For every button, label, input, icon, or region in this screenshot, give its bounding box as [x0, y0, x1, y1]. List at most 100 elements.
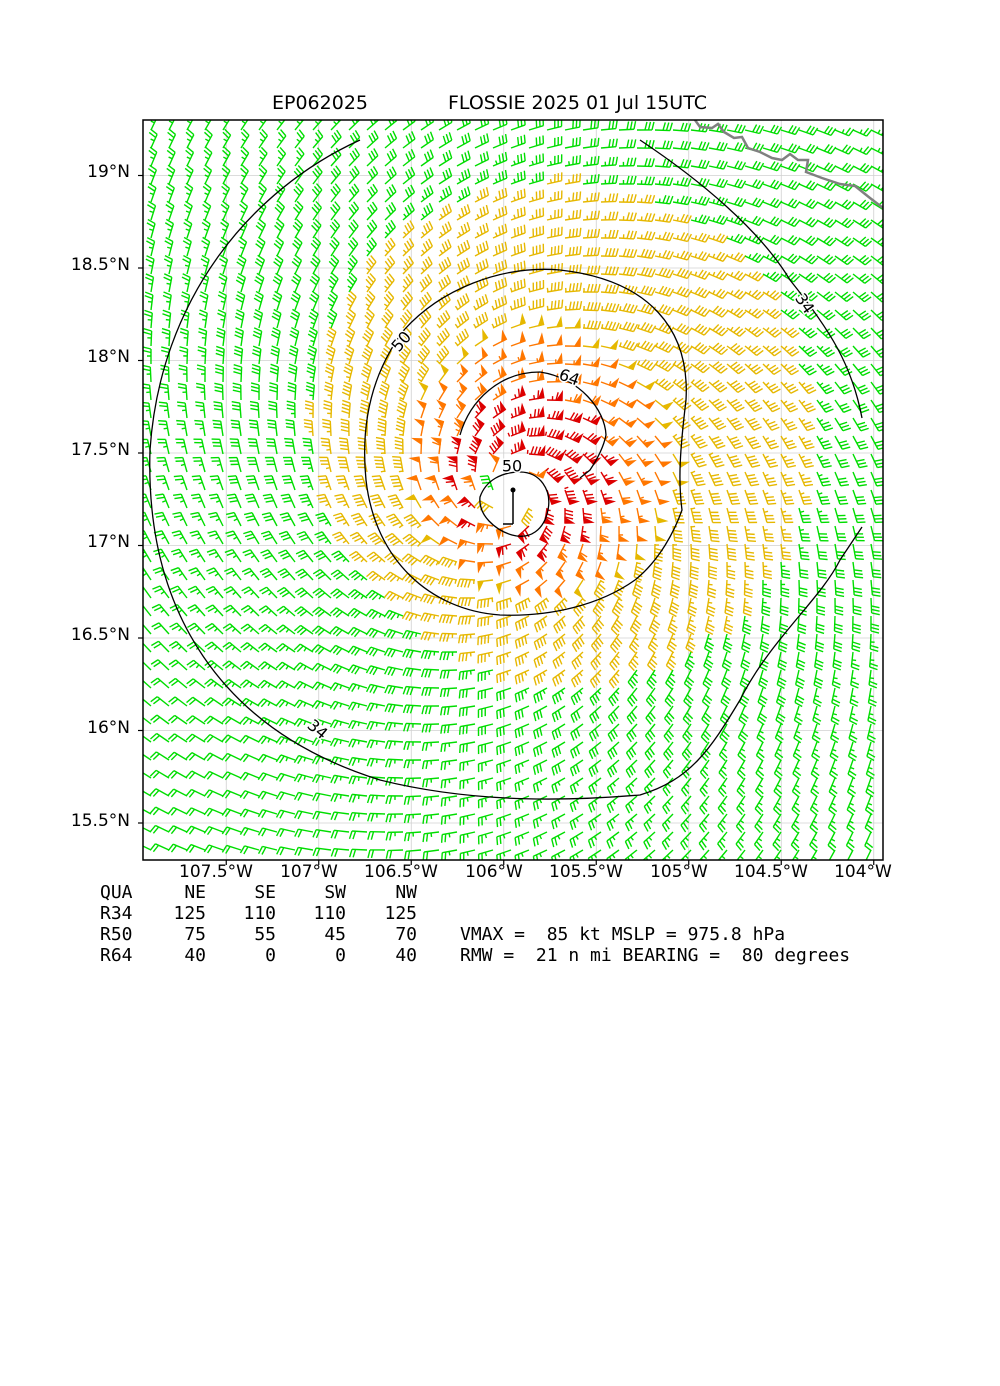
wind-barb — [376, 438, 385, 454]
wind-barb — [349, 721, 367, 729]
wind-barb — [423, 515, 439, 526]
wind-barb — [811, 778, 819, 797]
wind-barb — [645, 724, 655, 742]
wind-barb — [847, 796, 855, 815]
table-header-nw: NW — [347, 882, 417, 903]
wind-barb — [709, 234, 728, 243]
wind-barb — [224, 568, 241, 580]
wind-barb — [255, 273, 264, 292]
wind-barb — [598, 544, 606, 560]
wind-barb — [835, 544, 846, 559]
wind-barb — [368, 832, 385, 840]
wind-barb — [146, 256, 154, 274]
wind-barb — [151, 641, 169, 652]
wind-barb — [437, 310, 450, 328]
wind-barb — [321, 438, 331, 454]
table-cell: 0 — [206, 945, 276, 966]
wind-barb — [649, 616, 660, 635]
wind-barb — [236, 273, 245, 292]
wind-barb — [241, 129, 249, 148]
wind-barb — [516, 616, 529, 631]
wind-barb — [331, 812, 349, 820]
wind-barb — [668, 616, 677, 635]
wind-barb — [853, 292, 871, 302]
wind-barb — [853, 163, 872, 172]
wind-barb — [745, 508, 757, 522]
wind-barb — [437, 346, 449, 364]
wind-barb — [460, 724, 475, 735]
wind-barb — [511, 189, 525, 202]
wind-barb — [276, 773, 295, 781]
wind-barb — [313, 793, 331, 801]
wind-barb — [439, 596, 457, 605]
wind-barb — [367, 703, 385, 711]
wind-barb — [385, 533, 403, 545]
wind-barb — [242, 568, 259, 580]
wind-barb — [289, 346, 298, 364]
wind-barb — [722, 652, 731, 671]
wind-barb — [277, 606, 295, 616]
wind-barb — [143, 347, 151, 364]
wind-barb — [309, 291, 318, 310]
contour-label: 64 — [557, 365, 583, 390]
wind-barb — [727, 381, 745, 393]
wind-barb — [699, 832, 709, 850]
wind-barb — [607, 832, 619, 849]
wind-barb — [547, 263, 562, 274]
wind-barb — [758, 688, 767, 707]
wind-barb — [538, 544, 547, 561]
wind-barb — [508, 423, 525, 436]
wind-barb — [171, 568, 187, 580]
wind-barb — [529, 208, 543, 220]
wind-barb — [171, 549, 187, 562]
wind-barb — [307, 364, 316, 382]
wind-barb — [655, 250, 673, 259]
wind-barb — [601, 212, 618, 220]
wind-barb — [727, 526, 738, 541]
wind-barb — [203, 183, 211, 202]
lon-label: 105.5°W — [536, 862, 636, 882]
wind-barb — [529, 244, 543, 256]
wind-barb — [637, 360, 656, 371]
wind-barb — [741, 652, 750, 671]
wind-barb — [727, 399, 744, 411]
wind-barb — [385, 722, 403, 730]
wind-barb — [423, 778, 439, 787]
wind-barb — [745, 235, 764, 244]
wind-barb — [691, 251, 710, 260]
wind-barb — [829, 796, 837, 815]
wind-barb — [745, 253, 764, 262]
wind-barb — [480, 476, 493, 490]
wind-barb — [762, 598, 770, 616]
table-cell: 125 — [347, 903, 417, 924]
wind-barb — [452, 438, 461, 454]
wind-barb — [318, 476, 331, 490]
wind-barb — [259, 165, 267, 184]
wind-barb — [322, 419, 331, 436]
wind-barb — [256, 237, 265, 256]
wind-barb — [151, 660, 169, 670]
wind-barb — [492, 313, 506, 328]
wind-barb — [312, 219, 321, 238]
wind-barb — [799, 199, 818, 208]
wind-barb — [529, 335, 544, 346]
wind-barb — [763, 436, 779, 449]
wind-barb — [589, 832, 601, 848]
wind-barb — [727, 253, 746, 262]
wind-barb — [835, 562, 845, 578]
wind-barb — [268, 401, 277, 418]
wind-barb — [637, 249, 655, 258]
wind-barb — [183, 256, 191, 274]
wind-barb — [745, 418, 762, 430]
wind-barb — [619, 231, 636, 239]
wind-barb — [285, 420, 295, 436]
wind-barb — [331, 794, 349, 802]
wind-barb — [547, 411, 563, 420]
wind-barb — [619, 436, 635, 446]
wind-barb — [151, 697, 169, 706]
wind-barb — [700, 778, 709, 796]
wind-barb — [866, 778, 874, 797]
wind-barb — [672, 562, 681, 580]
wind-barb — [617, 544, 625, 560]
wind-barb — [493, 224, 507, 238]
